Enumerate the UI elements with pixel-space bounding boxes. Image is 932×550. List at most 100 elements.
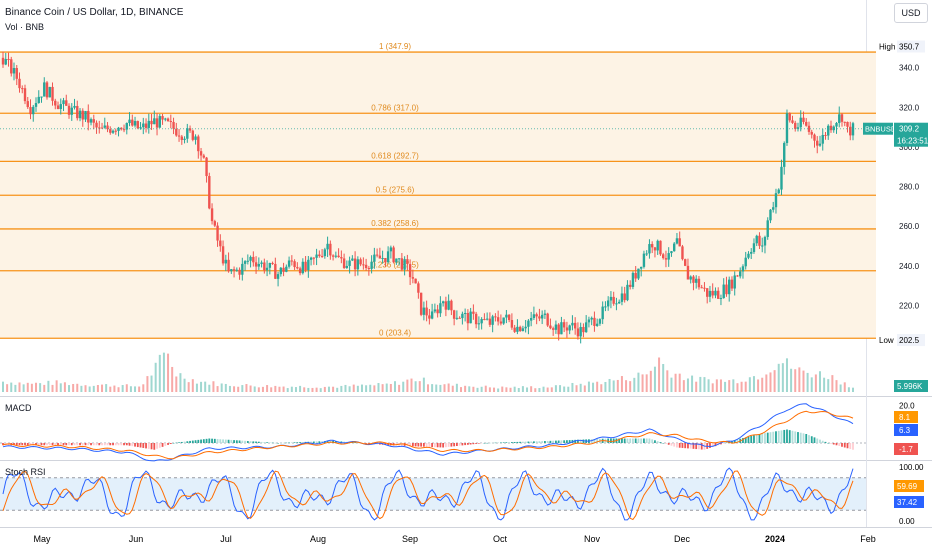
time-axis-label: May bbox=[33, 534, 51, 544]
candle-body bbox=[285, 266, 288, 272]
candle-body bbox=[637, 268, 640, 279]
volume-bar bbox=[715, 379, 718, 392]
volume-bar bbox=[604, 381, 607, 392]
volume-bar bbox=[183, 378, 186, 392]
volume-bar bbox=[509, 387, 512, 392]
macd-histogram-bar bbox=[670, 443, 673, 446]
volume-bar bbox=[381, 384, 384, 392]
macd-histogram-bar bbox=[654, 440, 656, 443]
candle-body bbox=[639, 266, 643, 269]
macd-histogram-bar bbox=[420, 443, 423, 447]
candle-body bbox=[835, 122, 838, 127]
candle-body bbox=[172, 121, 175, 129]
candle-body bbox=[846, 121, 849, 127]
macd-histogram-bar bbox=[665, 443, 667, 444]
candle-body bbox=[433, 309, 437, 312]
candle-body bbox=[785, 113, 789, 144]
macd-histogram-bar bbox=[810, 436, 813, 443]
candle-body bbox=[546, 313, 549, 326]
macd-histogram-bar bbox=[43, 443, 46, 446]
macd-histogram-bar bbox=[667, 443, 670, 445]
candle-body bbox=[419, 292, 423, 315]
volume-bar bbox=[154, 362, 157, 392]
macd-histogram-bar bbox=[37, 443, 40, 446]
volume-bar bbox=[464, 385, 467, 392]
stoch-d-line bbox=[2, 470, 854, 521]
candle-body bbox=[832, 126, 835, 131]
macd-histogram-bar bbox=[505, 442, 508, 443]
candle-body bbox=[700, 287, 703, 289]
candle-body bbox=[4, 58, 7, 65]
candle-body bbox=[524, 326, 527, 329]
candle-body bbox=[634, 272, 637, 279]
macd-histogram-bar bbox=[499, 442, 502, 443]
macd-histogram-bar bbox=[288, 442, 290, 444]
candle-body bbox=[213, 221, 217, 226]
candle-body bbox=[381, 258, 384, 260]
macd-histogram-bar bbox=[186, 441, 189, 443]
volume-bar bbox=[427, 384, 429, 392]
volume-bar bbox=[59, 383, 62, 392]
candle-body bbox=[183, 138, 186, 140]
fib-label: 1 (347.9) bbox=[379, 42, 411, 51]
macd-histogram-bar bbox=[643, 438, 645, 443]
volume-bar bbox=[633, 377, 636, 392]
candle-body bbox=[67, 105, 71, 115]
macd-histogram-bar bbox=[714, 443, 717, 447]
candle-body bbox=[513, 327, 516, 332]
candle-body bbox=[695, 278, 698, 283]
candle-body bbox=[623, 293, 626, 301]
candle-body bbox=[722, 284, 725, 299]
macd-histogram-bar bbox=[123, 443, 125, 446]
macd-histogram-bar bbox=[758, 434, 761, 443]
macd-histogram-bar bbox=[68, 443, 70, 446]
macd-histogram-bar bbox=[530, 441, 533, 443]
candle-body bbox=[249, 256, 252, 261]
fib-label: 0.5 (275.6) bbox=[376, 185, 415, 194]
candle-body bbox=[367, 267, 371, 269]
macd-histogram-bar bbox=[224, 439, 227, 443]
candle-body bbox=[783, 143, 786, 167]
macd-histogram-bar bbox=[46, 443, 48, 446]
candle-body bbox=[769, 209, 772, 221]
volume-bar bbox=[790, 368, 793, 392]
macd-histogram-bar bbox=[351, 442, 354, 443]
volume-bar bbox=[616, 379, 619, 392]
candle-body bbox=[293, 261, 296, 268]
volume-bar bbox=[592, 382, 595, 392]
candle-body bbox=[246, 260, 250, 262]
candle-body bbox=[540, 314, 544, 319]
macd-histogram-bar bbox=[464, 443, 467, 446]
macd-histogram-bar bbox=[742, 438, 744, 443]
candle-body bbox=[164, 118, 167, 120]
volume-bar bbox=[68, 385, 71, 392]
volume-bar bbox=[773, 370, 776, 392]
volume-bar bbox=[777, 363, 780, 392]
candle-body bbox=[667, 253, 670, 260]
macd-histogram-bar bbox=[755, 434, 758, 443]
volume-bar bbox=[579, 383, 582, 392]
candle-body bbox=[458, 317, 461, 319]
macd-histogram-bar bbox=[645, 438, 648, 443]
volume-bar bbox=[121, 385, 124, 392]
candle-body bbox=[166, 118, 170, 121]
volume-bar bbox=[546, 387, 549, 392]
candle-body bbox=[780, 166, 783, 190]
volume-bar bbox=[550, 387, 553, 392]
volume-bar bbox=[385, 383, 388, 392]
macd-histogram-bar bbox=[175, 442, 178, 444]
candle-body bbox=[359, 259, 362, 265]
candle-body bbox=[499, 321, 503, 324]
candle-body bbox=[364, 264, 368, 268]
candle-body bbox=[309, 257, 313, 260]
macd-histogram-bar bbox=[84, 443, 87, 446]
macd-histogram-bar bbox=[788, 430, 791, 443]
volume-bar bbox=[393, 381, 396, 392]
candle-body bbox=[582, 326, 585, 333]
currency-button[interactable]: USD bbox=[894, 3, 928, 23]
volume-bar bbox=[587, 381, 590, 392]
volume-label: Vol · BNB bbox=[5, 22, 45, 32]
candle-body bbox=[89, 119, 93, 123]
macd-histogram-bar bbox=[62, 443, 65, 446]
